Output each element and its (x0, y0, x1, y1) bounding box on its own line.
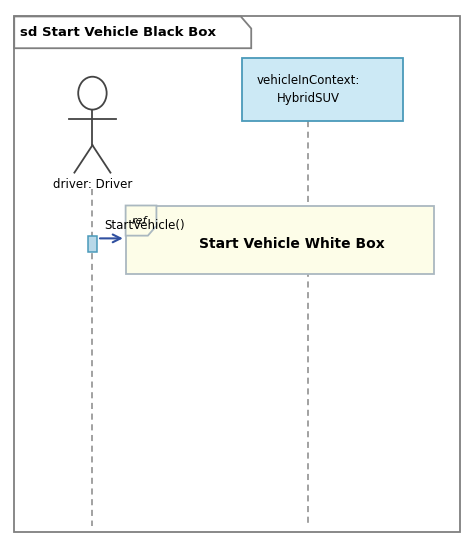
Text: Start Vehicle White Box: Start Vehicle White Box (199, 237, 384, 251)
Text: vehicleInContext:
HybridSUV: vehicleInContext: HybridSUV (256, 73, 360, 105)
Text: sd Start Vehicle Black Box: sd Start Vehicle Black Box (20, 26, 216, 39)
Text: ref: ref (132, 215, 147, 226)
Text: StartVehicle(): StartVehicle() (104, 219, 185, 232)
Text: driver: Driver: driver: Driver (53, 178, 132, 191)
Bar (126, 206, 434, 274)
Bar (88, 236, 97, 252)
Polygon shape (14, 16, 251, 48)
Bar (242, 58, 403, 121)
Polygon shape (126, 206, 156, 236)
